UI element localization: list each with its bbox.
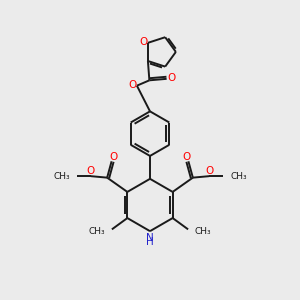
Text: O: O [128,80,136,90]
Text: O: O [183,152,191,162]
Text: N: N [146,233,154,243]
Text: CH₃: CH₃ [230,172,247,181]
Text: H: H [146,237,154,247]
Text: O: O [168,73,176,83]
Text: O: O [205,167,213,176]
Text: O: O [109,152,117,162]
Text: O: O [87,167,95,176]
Text: CH₃: CH₃ [195,227,211,236]
Text: CH₃: CH₃ [53,172,70,181]
Text: CH₃: CH₃ [89,227,105,236]
Text: O: O [139,37,147,46]
